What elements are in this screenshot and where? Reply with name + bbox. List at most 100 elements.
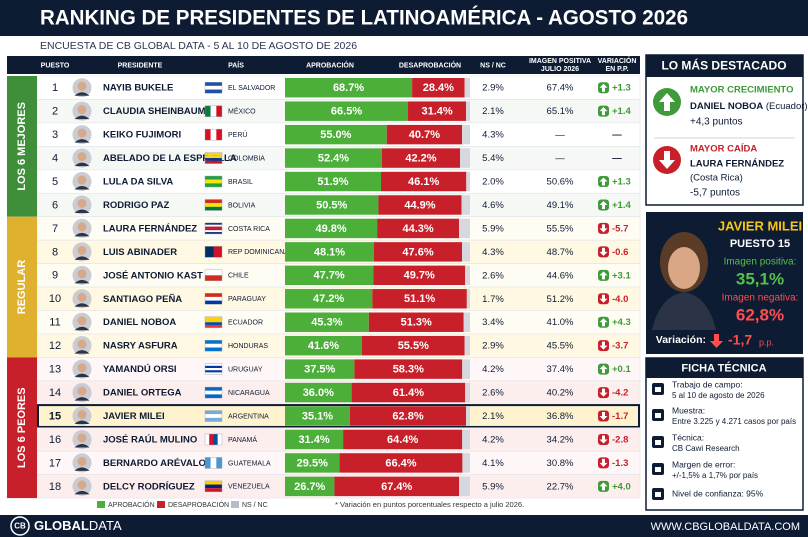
highlight-border (37, 404, 640, 428)
variation-value: -0.6 (612, 247, 628, 258)
disapproval-label: 44.9% (404, 199, 435, 211)
variation-arrow (599, 224, 608, 233)
flag-stripe (205, 203, 222, 207)
portrait-face (668, 247, 700, 289)
variation-arrow (599, 482, 608, 491)
growth-name: DANIEL NOBOA (690, 101, 763, 112)
flag-stripe (205, 160, 222, 164)
featured-rank: PUESTO 15 (730, 238, 790, 250)
legend-swatch-approval (97, 501, 105, 508)
approval-bar (285, 429, 344, 450)
tech-text: Entre 3.225 y 4.271 casos por país (672, 417, 796, 426)
disapproval-bar (349, 406, 467, 426)
previous-image: 65.1% (547, 106, 574, 117)
flag-stripe (205, 316, 222, 320)
disapproval-label: 49.7% (404, 270, 435, 282)
disapproval-label: 55.5% (398, 340, 429, 352)
flag-stripe (216, 457, 222, 469)
disapproval-label: 46.1% (408, 176, 439, 188)
approval-bar (285, 453, 340, 473)
growth-country: (Ecuador) (766, 101, 808, 112)
growth-points: +4,3 puntos (690, 117, 743, 128)
tech-icon-detail (655, 387, 661, 392)
photo-face (77, 316, 87, 326)
approval-label: 48.1% (314, 246, 345, 258)
variation-arrow (599, 365, 608, 374)
flag-border (204, 433, 223, 446)
previous-image: 51.2% (547, 294, 574, 305)
flag-stripe (205, 296, 222, 301)
photo-body (74, 490, 90, 495)
flag-stripe (205, 324, 222, 328)
approval-bar (285, 124, 387, 145)
disapproval-bar (372, 289, 467, 309)
previous-image: 22.7% (547, 481, 574, 492)
ns-bar (465, 382, 470, 403)
approval-label: 41.6% (308, 340, 339, 352)
flag-stripe (205, 410, 222, 415)
disapproval-bar (408, 101, 467, 121)
president-name: BERNARDO ARÉVALO (103, 458, 206, 469)
column-header: IMAGEN POSITIVA (529, 58, 591, 65)
flag-stripe (205, 363, 222, 366)
photo-face (77, 480, 87, 490)
ns-bar (466, 101, 470, 121)
flag-stripe (205, 414, 222, 418)
flag-stripe (205, 347, 222, 352)
title: RANKING DE PRESIDENTES DE LATINOAMÉRICA … (40, 7, 688, 30)
column-header: NS / NC (480, 62, 506, 69)
subtitle: ENCUESTA DE CB GLOBAL DATA - 5 AL 10 DE … (40, 40, 357, 52)
approval-bar (285, 148, 382, 168)
disapproval-bar (354, 359, 463, 379)
country: ARGENTINA (228, 413, 269, 420)
ns-bar (462, 453, 470, 473)
disapproval-label: 42.2% (405, 152, 436, 164)
photo-face (77, 198, 87, 208)
variation-value: +3.1 (612, 270, 631, 281)
disapproval-bar (373, 265, 466, 286)
footer-band (0, 515, 808, 537)
legend-label: NS / NC (242, 502, 268, 509)
flag-stripe (213, 433, 218, 445)
ns-value: 2.6% (482, 270, 504, 281)
country: BRASIL (228, 179, 253, 186)
flag-stripe (205, 293, 222, 297)
previous-image: 37.4% (547, 364, 574, 375)
disapproval-label: 66.4% (385, 457, 416, 469)
variation-value: +1.3 (612, 177, 631, 188)
disapproval-bar (373, 242, 463, 262)
ns-value: 2.1% (482, 106, 504, 117)
president-name: LAURA FERNÁNDEZ (103, 223, 197, 234)
president-name: YAMANDÚ ORSI (103, 363, 177, 375)
approval-label: 26.7% (294, 481, 325, 493)
approval-bar (285, 476, 335, 497)
flag-stripe (205, 488, 222, 492)
flag-stripe (205, 105, 211, 117)
disapproval-bar (377, 218, 460, 239)
flag-border (204, 316, 223, 328)
previous-image: 55.5% (547, 223, 574, 234)
ns-bar (461, 195, 470, 215)
flag-stripe (205, 343, 222, 348)
country: URUGUAY (228, 366, 263, 373)
flag-stripe (205, 417, 222, 422)
photo-body (74, 373, 90, 378)
flag-border (204, 128, 223, 141)
group-band (7, 357, 37, 499)
flag-stripe (205, 222, 222, 225)
president-name: JOSÉ ANTONIO KAST (103, 270, 203, 281)
ns-bar (462, 124, 470, 145)
photo-body (74, 232, 90, 237)
previous-image: 34.2% (547, 434, 574, 445)
disapproval-label: 47.6% (402, 246, 433, 258)
tech-text: 5 al 10 de agosto de 2026 (672, 391, 765, 400)
ns-bar (465, 265, 470, 286)
photo-face (77, 128, 87, 138)
ns-value: 2.9% (482, 83, 504, 94)
flag-stripe (205, 394, 222, 399)
rank: 10 (49, 293, 61, 305)
president-name: LUIS ABINADER (103, 247, 177, 258)
growth-arrow (659, 93, 675, 111)
flag-stripe (205, 206, 222, 211)
president-name: DELCY RODRÍGUEZ (103, 481, 195, 492)
